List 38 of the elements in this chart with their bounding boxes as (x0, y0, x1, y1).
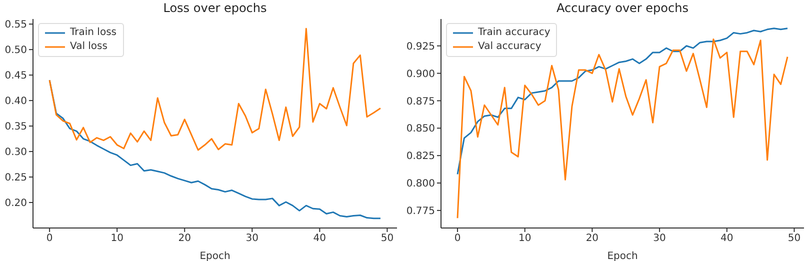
y-tick-label: 0.40 (4, 96, 27, 108)
x-axis-title: Epoch (200, 251, 230, 261)
y-tick-label: 0.35 (4, 122, 27, 133)
x-tick-label: 10 (110, 233, 124, 244)
y-tick-label: 0.875 (406, 96, 435, 108)
x-tick-label: 40 (720, 233, 734, 244)
x-tick-label: 0 (46, 233, 53, 244)
chart-title: Loss over epochs (162, 1, 268, 15)
legend-label: Val accuracy (478, 40, 542, 54)
x-tick-label: 10 (518, 233, 532, 244)
x-tick-label: 0 (454, 233, 461, 244)
y-tick-label: 0.20 (4, 198, 27, 210)
y-tick-label: 0.850 (406, 124, 435, 135)
y-tick-label: 0.800 (406, 178, 435, 190)
x-tick-label: 40 (313, 233, 326, 244)
y-tick-label: 0.825 (406, 151, 435, 162)
x-axis-title: Epoch (607, 251, 638, 261)
y-tick-label: 0.45 (4, 70, 27, 82)
y-tick-label: 0.25 (4, 172, 27, 184)
x-tick-label: 50 (380, 233, 394, 244)
x-tick-label: 50 (788, 233, 801, 244)
chart-title: Accuracy over epochs (556, 1, 690, 15)
line-series (456, 38, 788, 219)
y-tick-label: 0.55 (4, 20, 27, 31)
line-series (456, 28, 788, 175)
x-tick-label: 30 (246, 233, 259, 244)
legend-label: Val loss (70, 40, 108, 54)
y-tick-label: 0.925 (406, 41, 435, 52)
legend-label: Train loss (70, 26, 116, 40)
x-tick-label: 20 (586, 233, 599, 244)
y-tick-label: 0.775 (406, 206, 435, 217)
y-tick-label: 0.50 (4, 45, 27, 56)
line-series (48, 28, 382, 151)
x-tick-label: 30 (653, 233, 666, 244)
y-tick-label: 0.30 (4, 147, 27, 158)
y-tick-label: 0.900 (406, 68, 435, 80)
x-tick-label: 20 (178, 233, 191, 244)
legend-label: Train accuracy (478, 26, 550, 40)
